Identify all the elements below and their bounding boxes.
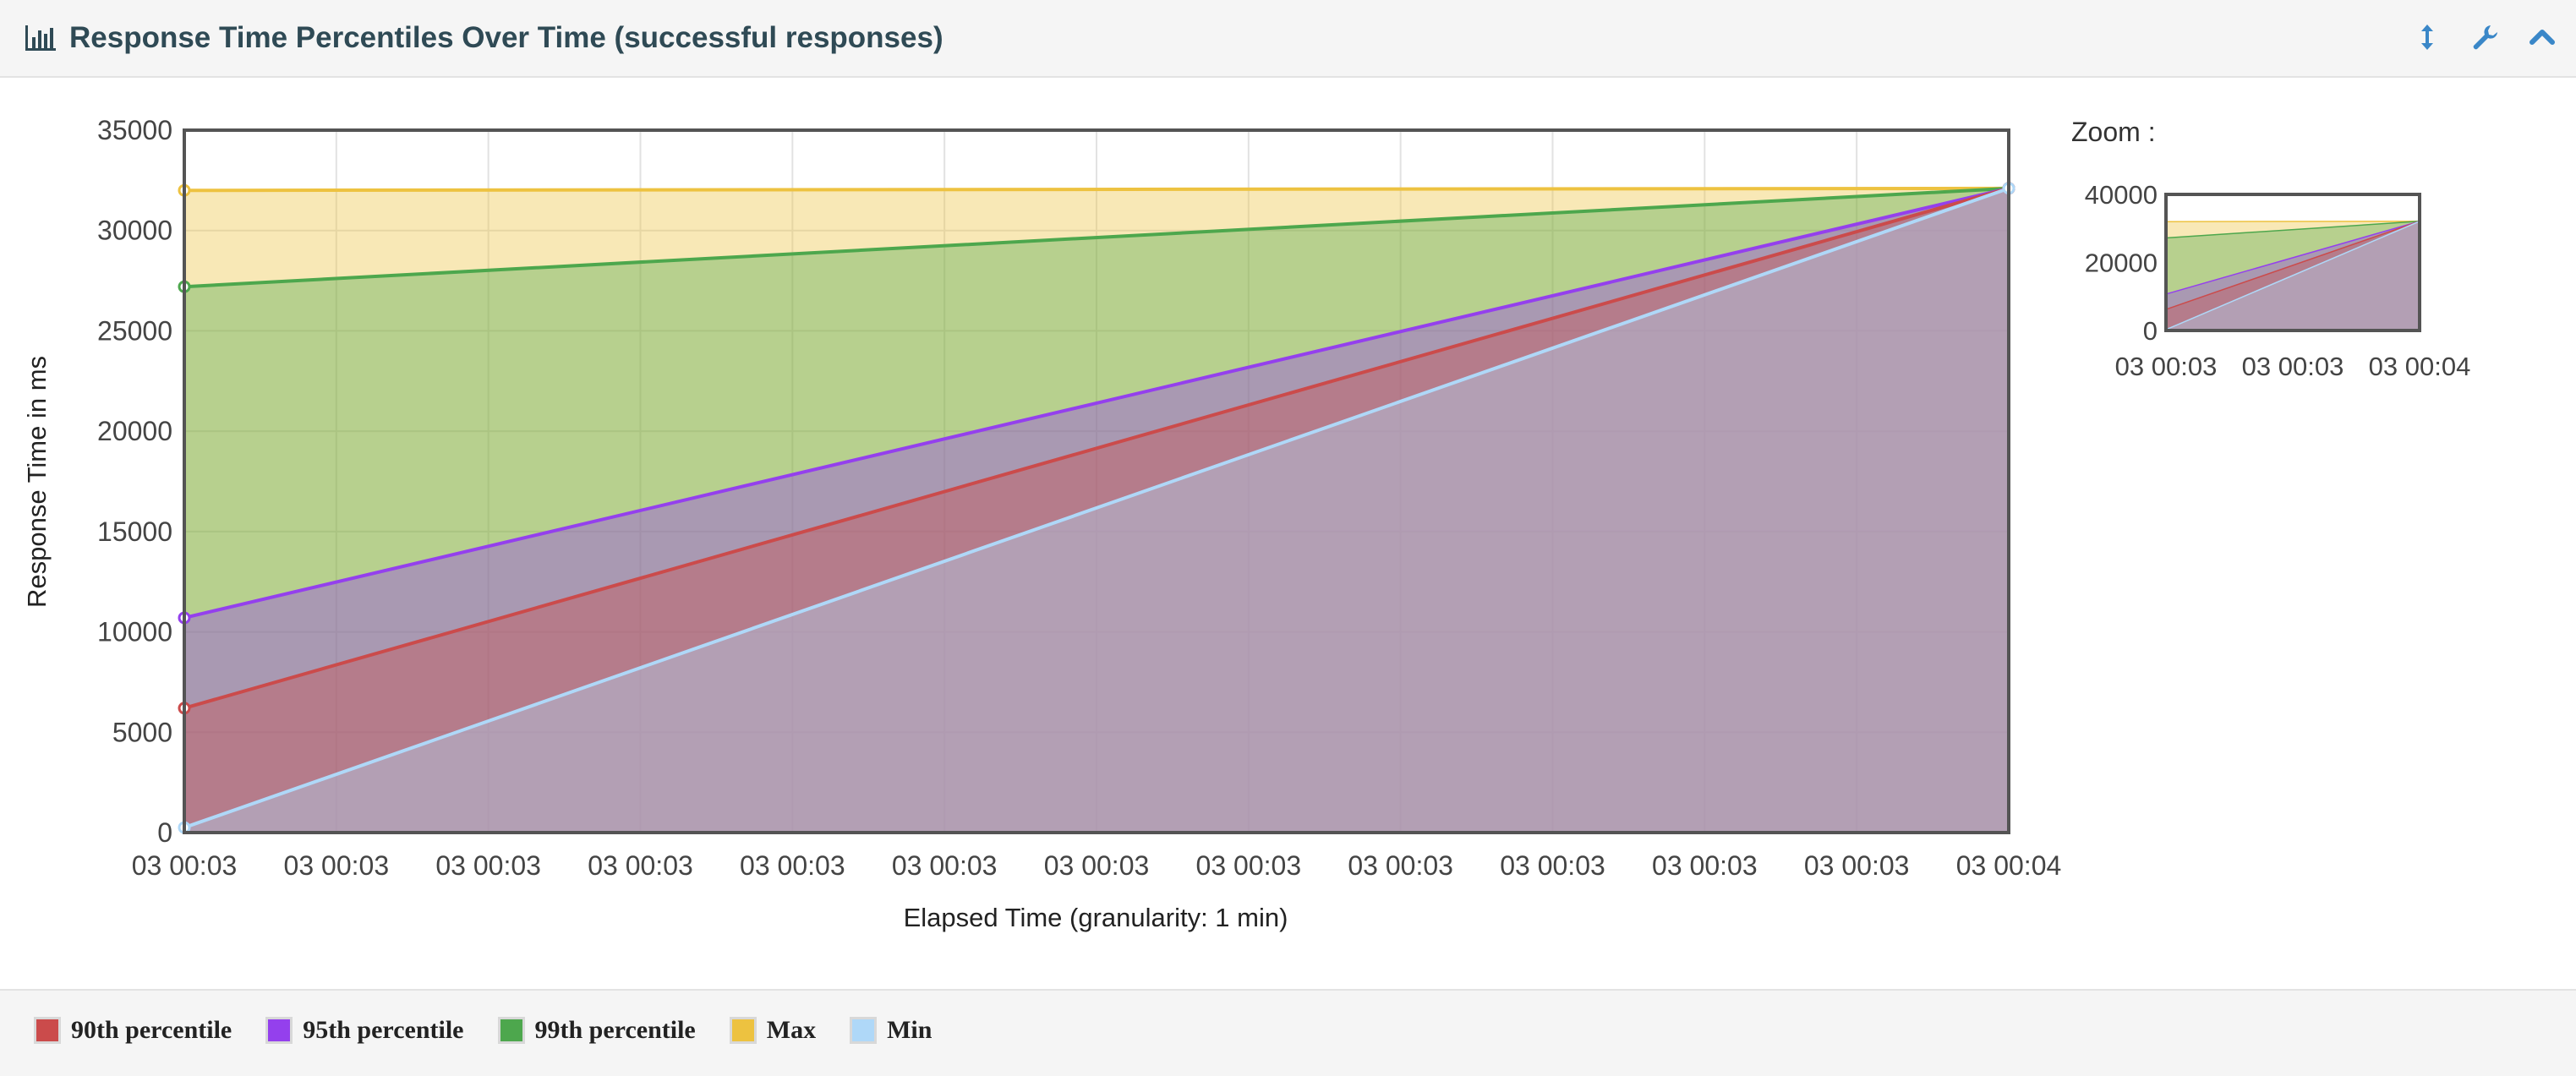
legend-item-95th-percentile[interactable]: 95th percentile xyxy=(265,1016,464,1045)
zoom-line-90th-percentile xyxy=(2165,221,2420,310)
zoom-chart[interactable]: 0 20000 40000 03 00:03 03 00:03 03 00:04 xyxy=(2063,101,2502,406)
zoom-x-tick-label: 03 00:04 xyxy=(2369,352,2471,381)
panel-header: Response Time Percentiles Over Time (suc… xyxy=(0,0,2576,78)
panel-title-wrap: Response Time Percentiles Over Time (suc… xyxy=(24,19,943,57)
y-axis-label: Response Time in ms xyxy=(22,356,52,608)
x-tick-label: 03 00:04 xyxy=(1956,850,2062,881)
y-tick-label: 30000 xyxy=(97,216,172,246)
legend-item-90th-percentile[interactable]: 90th percentile xyxy=(34,1016,232,1045)
legend-bar: 90th percentile 95th percentile 99th perce… xyxy=(0,989,2576,1076)
legend-item-99th-percentile[interactable]: 99th percentile xyxy=(497,1016,696,1045)
y-tick-label: 20000 xyxy=(97,416,172,446)
y-tick-label: 25000 xyxy=(97,315,172,346)
legend-label: 99th percentile xyxy=(534,1016,696,1044)
x-tick-label: 03 00:03 xyxy=(132,850,238,881)
x-tick-label: 03 00:03 xyxy=(1804,850,1910,881)
x-tick-label: 03 00:03 xyxy=(1044,850,1150,881)
legend-label: Min xyxy=(887,1016,933,1044)
zoom-line-95th-percentile xyxy=(2165,221,2420,295)
main-chart[interactable]: 0 5000 10000 15000 20000 25000 30000 35000 03 00… xyxy=(0,78,2080,982)
header-tools xyxy=(2410,20,2559,54)
panel-title: Response Time Percentiles Over Time (suc… xyxy=(69,21,943,54)
resize-vertical-icon[interactable] xyxy=(2410,20,2444,54)
legend-swatch xyxy=(34,1017,61,1044)
line-95th-percentile xyxy=(183,186,2010,620)
plot-frame xyxy=(183,128,2010,834)
x-tick-label: 03 00:03 xyxy=(1348,850,1453,881)
x-tick-label: 03 00:03 xyxy=(1652,850,1758,881)
x-axis-label: Elapsed Time (granularity: 1 min) xyxy=(904,903,1288,932)
line-min xyxy=(183,186,2010,829)
legend-swatch xyxy=(850,1017,878,1044)
chevron-up-icon[interactable] xyxy=(2525,20,2559,54)
zoom-y-tick-label: 40000 xyxy=(2085,180,2158,210)
y-tick-label: 15000 xyxy=(97,516,172,547)
legend-item-max[interactable]: Max xyxy=(729,1016,817,1045)
legend-label: Max xyxy=(766,1016,817,1044)
legend-swatch xyxy=(265,1017,293,1044)
zoom-y-tick-label: 20000 xyxy=(2085,249,2158,278)
legend-label: 95th percentile xyxy=(303,1016,464,1044)
y-tick-label: 35000 xyxy=(97,115,172,145)
legend-item-min[interactable]: Min xyxy=(850,1016,932,1045)
zoom-label: Zoom : xyxy=(2071,117,2156,147)
legend-swatch xyxy=(497,1017,525,1044)
y-tick-label: 10000 xyxy=(97,617,172,647)
zoom-frame xyxy=(2164,193,2421,332)
x-tick-label: 03 00:03 xyxy=(1500,850,1605,881)
zoom-x-tick-label: 03 00:03 xyxy=(2242,352,2344,381)
x-tick-label: 03 00:03 xyxy=(892,850,998,881)
x-tick-label: 03 00:03 xyxy=(435,850,541,881)
wrench-icon[interactable] xyxy=(2468,20,2502,54)
line-max xyxy=(183,186,2010,193)
x-tick-label: 03 00:03 xyxy=(1196,850,1302,881)
line-90th-percentile xyxy=(183,186,2010,710)
legend-label: 90th percentile xyxy=(71,1016,232,1044)
legend-swatch xyxy=(729,1017,757,1044)
zoom-line-99th-percentile xyxy=(2165,221,2420,239)
zoom-y-tick-label: 0 xyxy=(2143,316,2158,346)
legend-list: 90th percentile 95th percentile 99th perce… xyxy=(34,1016,932,1045)
y-tick-label: 5000 xyxy=(112,717,172,747)
y-tick-label: 0 xyxy=(157,817,172,848)
line-99th-percentile xyxy=(183,186,2010,289)
zoom-line-min xyxy=(2165,221,2420,330)
x-tick-label: 03 00:03 xyxy=(588,850,693,881)
bar-chart-icon xyxy=(24,24,57,52)
x-tick-label: 03 00:03 xyxy=(284,850,390,881)
zoom-x-tick-label: 03 00:03 xyxy=(2115,352,2218,381)
x-tick-label: 03 00:03 xyxy=(740,850,845,881)
